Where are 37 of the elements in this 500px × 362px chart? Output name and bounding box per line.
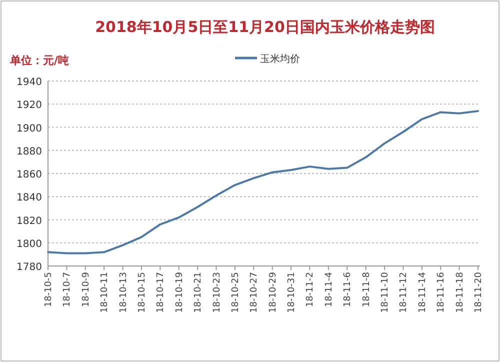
x-tick-label: 18-11-16 bbox=[436, 272, 447, 313]
y-tick-label: 1840 bbox=[16, 192, 42, 204]
y-tick-label: 1820 bbox=[16, 216, 42, 227]
x-tick-label: 18-10-13 bbox=[118, 272, 129, 313]
x-tick-label: 18-11-10 bbox=[380, 272, 391, 313]
chart-title: 2018年10月5日至11月20日国内玉米价格走势图 bbox=[95, 18, 435, 36]
x-tick-label: 18-10-15 bbox=[137, 272, 148, 313]
y-tick-label: 1940 bbox=[16, 77, 42, 88]
x-tick-label: 18-11-6 bbox=[343, 272, 354, 308]
x-tick-label: 18-11-12 bbox=[399, 272, 410, 313]
y-tick-label: 1800 bbox=[16, 238, 42, 250]
x-tick-label: 18-11-8 bbox=[362, 272, 372, 308]
x-tick-label: 18-10-5 bbox=[44, 272, 54, 308]
x-tick-label: 18-10-27 bbox=[250, 272, 260, 313]
x-tick-label: 18-11-20 bbox=[474, 272, 484, 313]
x-tick-label: 18-11-18 bbox=[455, 272, 466, 313]
y-tick-label: 1920 bbox=[16, 100, 42, 112]
x-tick-label: 18-10-23 bbox=[212, 272, 222, 313]
x-tick-label: 18-11-14 bbox=[418, 272, 428, 313]
y-tick-label: 1860 bbox=[16, 170, 42, 180]
x-tick-label: 18-10-25 bbox=[230, 272, 241, 313]
x-tick-label: 18-11-2 bbox=[306, 272, 316, 308]
x-tick-label: 18-10-17 bbox=[156, 272, 166, 313]
x-tick-label: 18-10-31 bbox=[287, 272, 298, 313]
y-tick-label: 1880 bbox=[16, 146, 42, 158]
y-tick-label: 1780 bbox=[16, 262, 42, 273]
legend-label: 玉米均价 bbox=[260, 53, 300, 65]
x-tick-label: 18-10-7 bbox=[62, 272, 73, 308]
x-tick-label: 18-11-4 bbox=[324, 272, 334, 308]
x-tick-label: 18-10-9 bbox=[81, 272, 92, 308]
y-axis-title: 单位：元/吨 bbox=[9, 54, 70, 67]
x-tick-label: 18-10-19 bbox=[174, 272, 185, 313]
x-tick-label: 18-10-21 bbox=[194, 272, 204, 313]
x-tick-label: 18-10-29 bbox=[268, 272, 278, 313]
line-series bbox=[47, 110, 479, 254]
y-tick-label: 1900 bbox=[16, 123, 42, 134]
x-tick-label: 18-10-11 bbox=[100, 272, 110, 313]
